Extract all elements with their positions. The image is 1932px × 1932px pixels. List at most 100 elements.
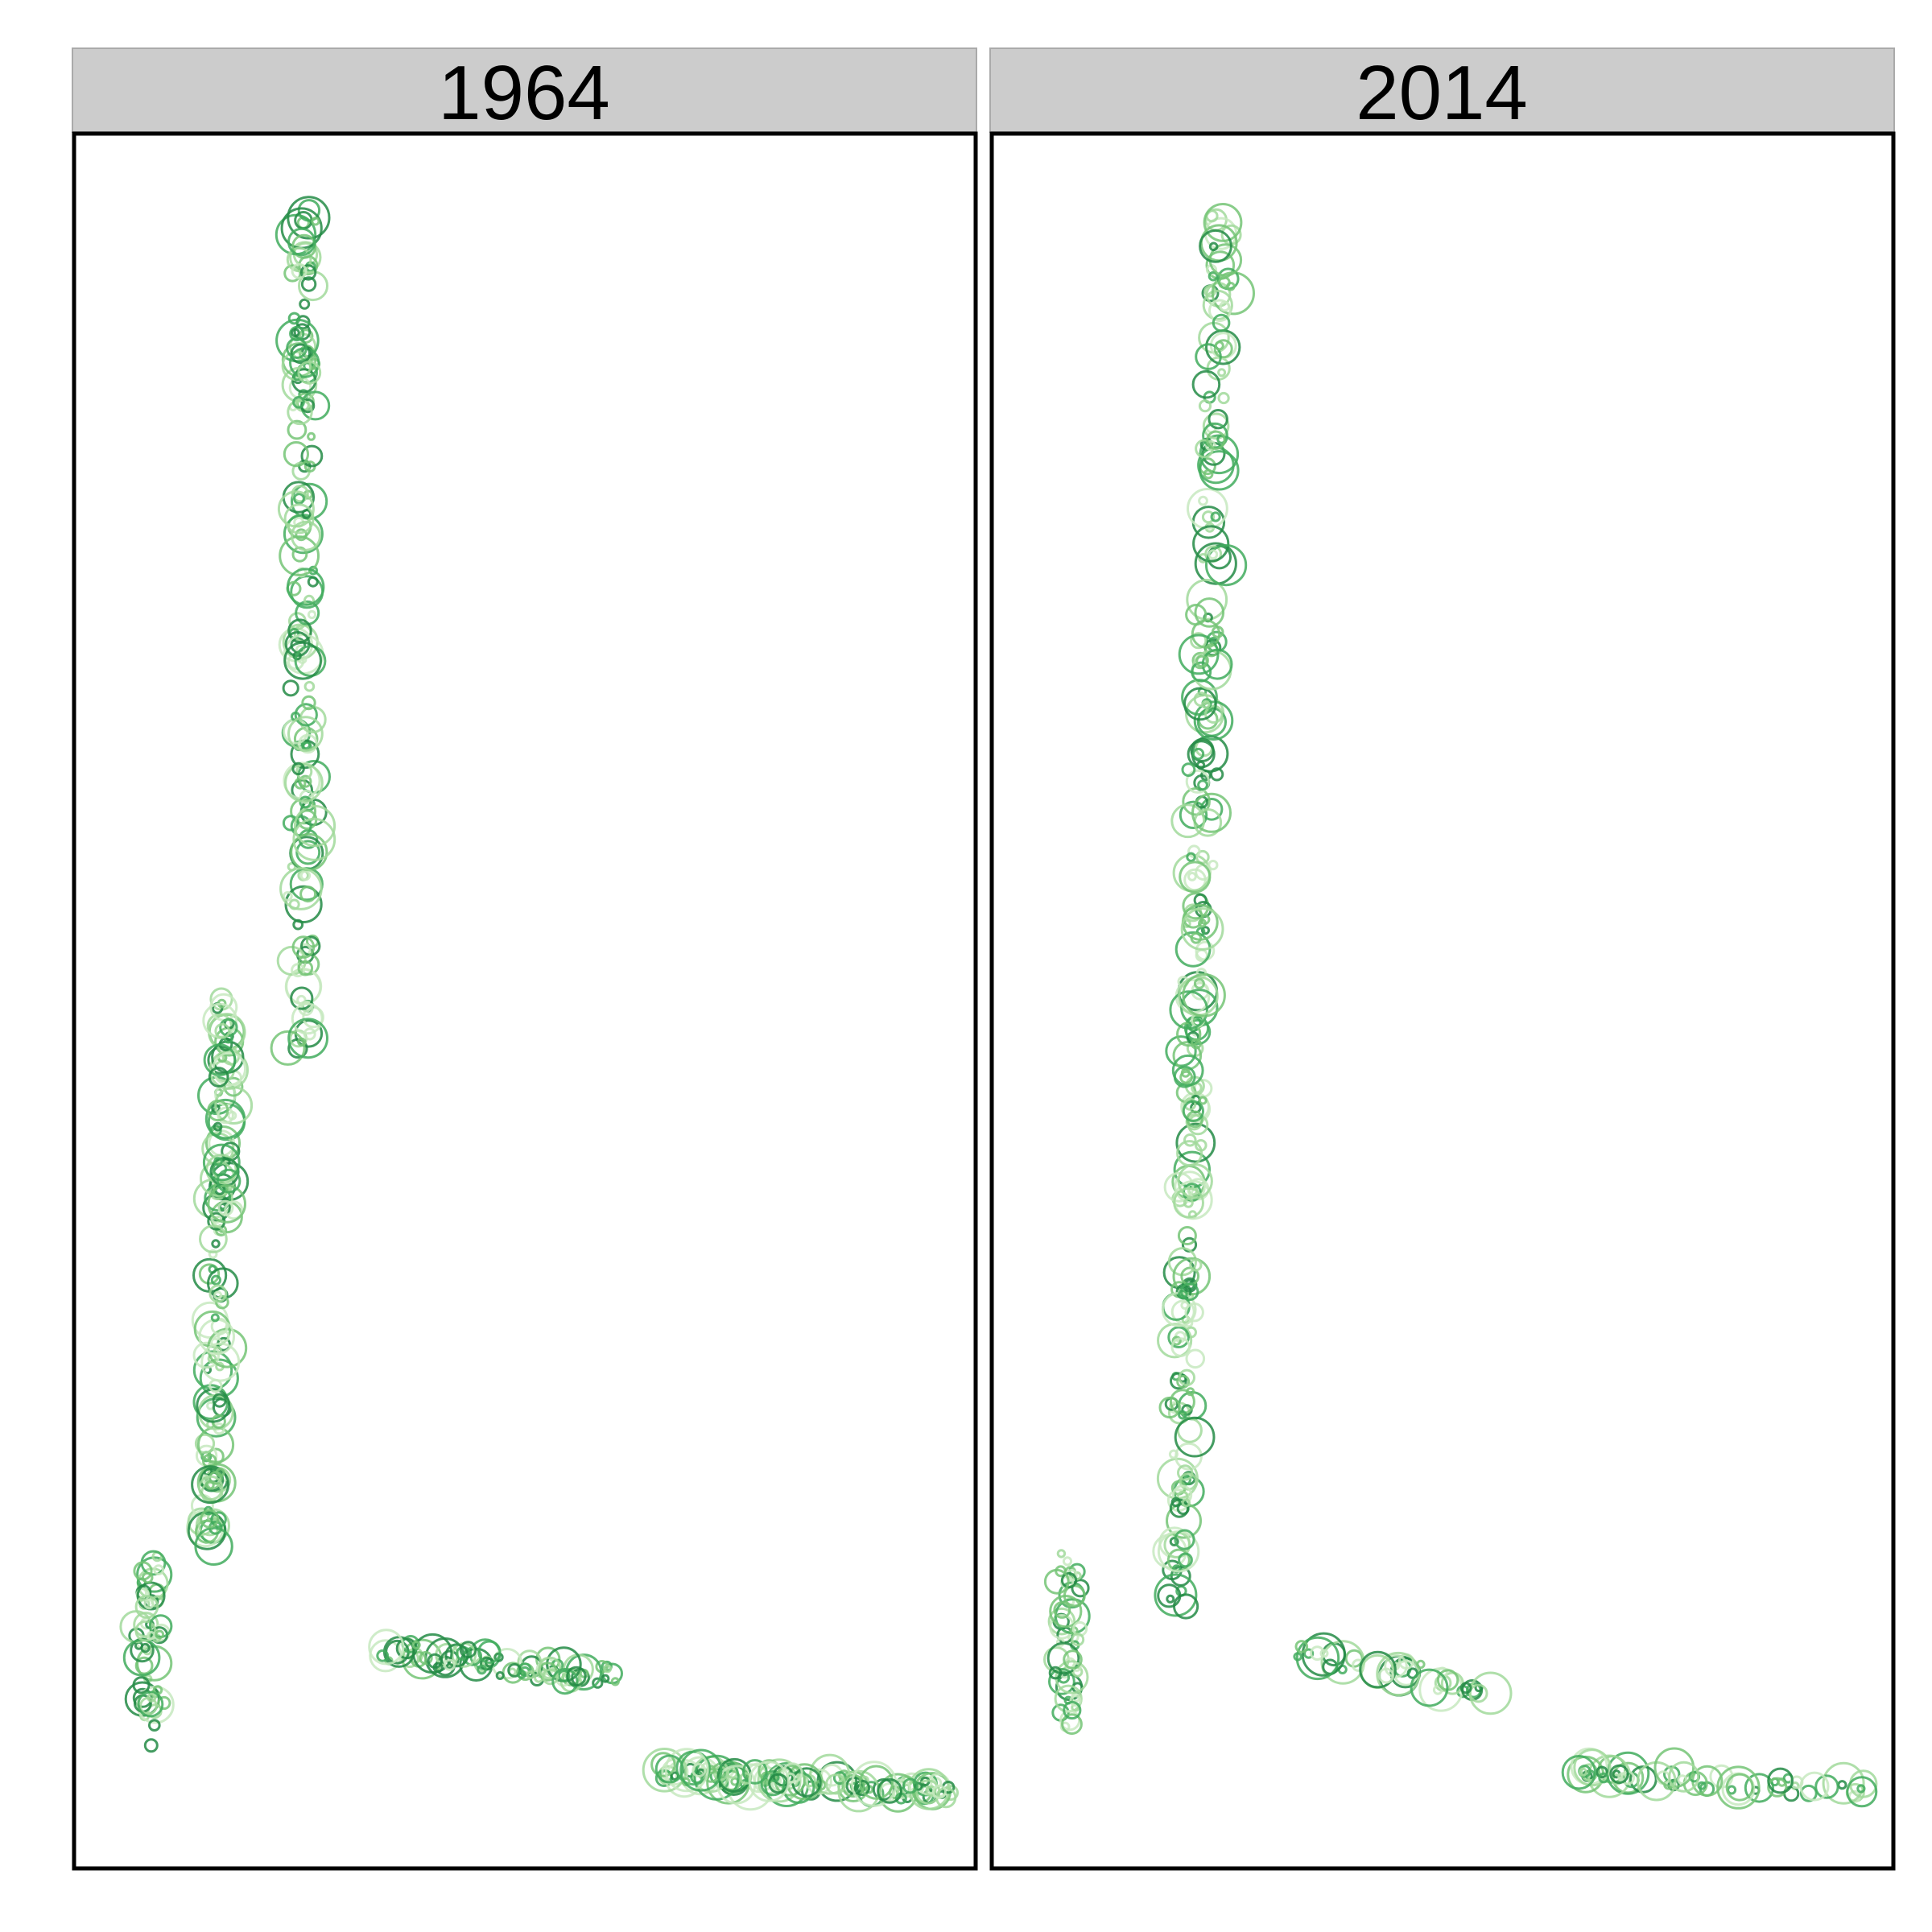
data-point	[282, 679, 299, 697]
data-point	[1846, 1776, 1878, 1808]
data-point	[1195, 1139, 1208, 1152]
data-point	[444, 1658, 456, 1671]
data-point	[1668, 1761, 1700, 1793]
panel-1964-border	[72, 131, 978, 1871]
data-point	[1663, 1765, 1681, 1783]
data-point	[1195, 343, 1222, 370]
data-point	[299, 774, 312, 788]
data-point	[851, 1761, 898, 1807]
data-point	[290, 986, 314, 1010]
data-point	[1177, 1163, 1213, 1199]
data-point	[1169, 990, 1208, 1030]
data-point	[303, 680, 316, 692]
data-point	[1359, 1650, 1397, 1689]
data-point	[291, 1002, 324, 1035]
data-point	[1822, 1761, 1865, 1805]
data-point	[1199, 229, 1232, 263]
data-point	[292, 396, 305, 409]
data-point	[295, 840, 321, 865]
data-point	[1598, 1772, 1609, 1784]
data-point	[1178, 1410, 1187, 1420]
data-point	[1059, 1710, 1081, 1732]
data-point	[287, 196, 331, 240]
data-point	[1212, 313, 1231, 332]
data-point	[679, 1748, 723, 1792]
data-point	[291, 520, 321, 551]
data-point	[300, 276, 317, 292]
data-point	[211, 1239, 221, 1249]
data-point	[1219, 300, 1231, 312]
data-point	[287, 227, 316, 257]
data-point	[299, 264, 317, 281]
data-point	[1043, 1568, 1070, 1595]
data-point	[208, 1067, 229, 1088]
data-point	[654, 1754, 684, 1784]
data-point	[299, 886, 317, 903]
data-point	[286, 337, 308, 359]
data-point	[223, 1076, 244, 1097]
data-point	[293, 493, 305, 505]
data-point	[1378, 1667, 1394, 1684]
data-point	[1175, 1122, 1216, 1163]
data-point	[664, 1748, 709, 1793]
data-point	[1319, 1649, 1329, 1658]
data-point	[1410, 1668, 1449, 1707]
data-point	[1856, 1784, 1866, 1794]
data-point	[290, 343, 312, 365]
data-point	[1208, 299, 1232, 323]
data-point	[282, 815, 299, 832]
data-point	[1208, 242, 1219, 252]
data-point	[214, 1022, 231, 1039]
data-point	[1169, 1389, 1195, 1415]
data-point	[1192, 525, 1230, 563]
data-point	[1197, 779, 1208, 791]
data-point	[307, 431, 316, 441]
data-point	[1157, 1323, 1193, 1359]
data-point	[270, 1030, 306, 1066]
data-point	[287, 716, 324, 752]
data-point	[1310, 1645, 1325, 1662]
data-point	[1170, 1337, 1191, 1357]
data-point	[1181, 1498, 1191, 1508]
data-point	[283, 503, 315, 535]
data-point	[299, 789, 315, 805]
data-point	[224, 1200, 244, 1220]
data-point	[1205, 544, 1248, 587]
data-point	[1170, 1496, 1182, 1508]
data-point	[300, 444, 324, 468]
data-point	[1183, 1097, 1197, 1111]
data-point	[1208, 860, 1219, 871]
data-point	[603, 1664, 613, 1674]
data-point	[1195, 654, 1208, 668]
data-point	[143, 1599, 155, 1610]
data-point	[1176, 1374, 1191, 1389]
points-2014	[1043, 203, 1878, 1810]
data-point	[1203, 469, 1214, 480]
data-point	[1214, 341, 1224, 351]
data-point	[207, 1099, 229, 1122]
data-point	[212, 1393, 227, 1408]
data-point	[1725, 1773, 1754, 1802]
data-point	[1303, 1648, 1315, 1659]
data-point	[1190, 1038, 1202, 1050]
data-point	[283, 641, 323, 680]
data-point	[136, 1556, 173, 1593]
data-point	[208, 1249, 218, 1259]
data-point	[283, 264, 302, 283]
data-point	[1799, 1784, 1818, 1802]
data-point	[1198, 495, 1208, 506]
data-point	[853, 1779, 871, 1797]
facet-1964: 1964	[72, 47, 978, 1871]
data-point	[1468, 1683, 1488, 1703]
data-point	[566, 1666, 587, 1687]
data-point	[1190, 632, 1208, 650]
data-point	[691, 1763, 707, 1777]
data-point	[208, 1050, 249, 1090]
data-point	[1208, 409, 1228, 430]
data-point	[198, 1475, 224, 1501]
data-point	[199, 1468, 225, 1492]
data-point	[1199, 914, 1211, 925]
data-point	[279, 535, 320, 576]
data-point	[1208, 270, 1219, 282]
data-point	[1213, 339, 1233, 359]
